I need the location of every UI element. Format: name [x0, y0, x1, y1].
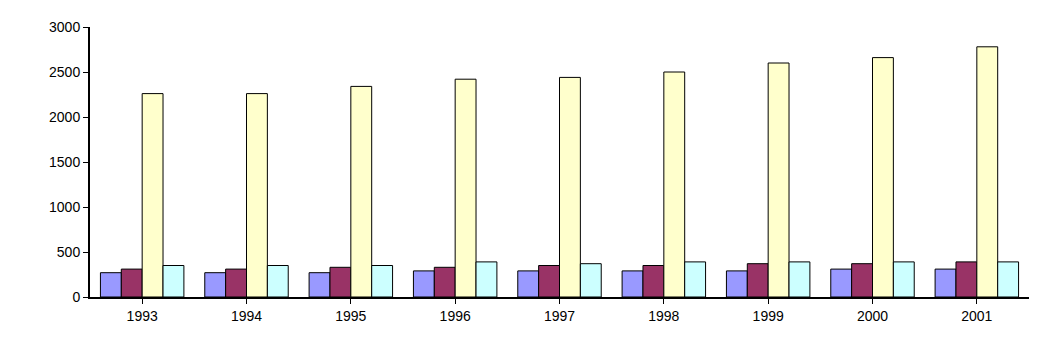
svg-text:2000: 2000	[857, 308, 888, 324]
svg-text:1993: 1993	[127, 308, 158, 324]
svg-text:2500: 2500	[49, 64, 80, 80]
svg-text:500: 500	[57, 244, 81, 260]
svg-text:1998: 1998	[648, 308, 679, 324]
svg-text:3000: 3000	[49, 19, 80, 35]
svg-text:1999: 1999	[753, 308, 784, 324]
svg-text:1997: 1997	[544, 308, 575, 324]
svg-text:2001: 2001	[961, 308, 992, 324]
svg-text:0: 0	[72, 289, 80, 305]
svg-text:1000: 1000	[49, 199, 80, 215]
svg-text:1995: 1995	[335, 308, 366, 324]
svg-text:1500: 1500	[49, 154, 80, 170]
svg-text:1996: 1996	[440, 308, 471, 324]
svg-text:2000: 2000	[49, 109, 80, 125]
svg-text:1994: 1994	[231, 308, 262, 324]
